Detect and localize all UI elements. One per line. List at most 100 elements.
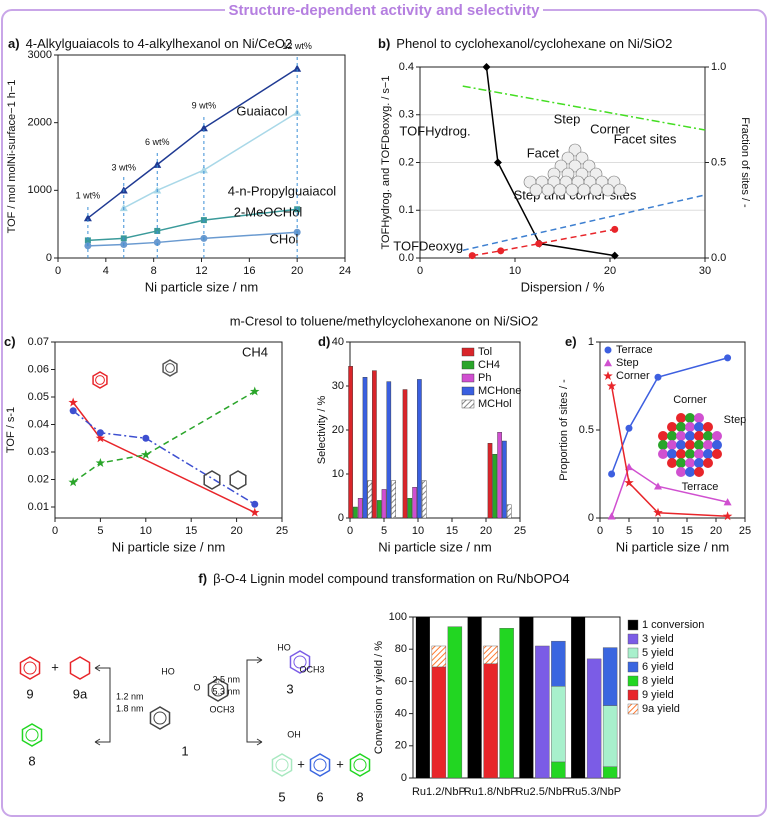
particle-atom	[541, 183, 555, 197]
ring-bond	[313, 758, 327, 772]
x-axis-label: Ni particle size / nm	[112, 539, 225, 554]
marker	[722, 511, 733, 521]
plus: +	[51, 659, 59, 674]
atom-label: O	[193, 682, 200, 692]
x-tick-label: 20	[480, 525, 492, 537]
y-axis-label: TOFHydrog. and TOFDeoxyg. / s−1	[380, 76, 392, 250]
bar	[362, 377, 368, 519]
particle-atom	[676, 467, 686, 477]
particle-atom	[676, 413, 686, 423]
panel-title: e)	[565, 334, 577, 349]
legend-label: Tol	[478, 346, 492, 358]
compound-label: 8	[356, 789, 363, 804]
ring	[149, 706, 171, 730]
ring	[69, 656, 91, 680]
marker	[653, 507, 663, 517]
marker	[95, 458, 106, 468]
particle-atom	[676, 422, 686, 432]
marker	[250, 507, 260, 517]
ring	[271, 753, 293, 777]
compound-label: 3	[286, 681, 293, 696]
legend-label: Ph	[478, 372, 491, 384]
legend-swatch	[627, 619, 639, 631]
x-tick-label: 10	[652, 525, 664, 537]
particle-atom	[685, 458, 695, 468]
x-tick-label: 0	[417, 265, 423, 277]
series-line	[610, 385, 728, 517]
marker	[153, 238, 161, 246]
legend-label: 9 yield	[642, 689, 674, 701]
banner-title: Structure-dependent activity and selecti…	[229, 2, 541, 19]
marker	[154, 227, 161, 234]
marker	[251, 500, 259, 508]
y-tick-label: 0	[338, 512, 344, 524]
annotation: Terrace	[682, 481, 719, 493]
series-label: CH4	[242, 344, 268, 359]
ring	[19, 656, 41, 680]
x-tick-label: 30	[699, 265, 711, 277]
particle-atom	[568, 159, 582, 173]
series-line	[610, 465, 728, 517]
condition: 2.5 nm	[212, 674, 240, 684]
condition: 5.3 nm	[212, 686, 240, 696]
particle-atom	[676, 431, 686, 441]
panel-label: b)	[378, 36, 390, 51]
compound-label: 6	[316, 789, 323, 804]
panel-label: f)	[198, 571, 207, 586]
y-tick-label: 0.04	[28, 418, 49, 430]
ring	[162, 359, 178, 377]
ring	[289, 650, 311, 674]
marker	[293, 64, 302, 72]
legend-swatch	[627, 633, 639, 645]
x-axis-label: Ni particle size / nm	[378, 539, 491, 554]
ring	[207, 678, 229, 702]
series-line	[72, 390, 256, 483]
particle-atom	[554, 159, 568, 173]
series-line	[123, 111, 298, 209]
bar-segment	[602, 647, 618, 706]
series-label: 2-MeOCHol	[234, 204, 303, 219]
bar	[391, 480, 396, 519]
x-axis-label: Ni particle size / nm	[145, 279, 258, 294]
marker	[607, 512, 616, 520]
x-tick-label: 24	[339, 265, 351, 277]
particle-atom	[676, 449, 686, 459]
panel-title: c)	[4, 334, 16, 349]
x-tick-label: 0	[52, 525, 58, 537]
bar-segment	[499, 628, 514, 779]
marker	[608, 470, 616, 478]
panel-title-text: β-O-4 Lignin model compound transformati…	[213, 571, 569, 586]
y-tick-label: 0.06	[28, 363, 49, 375]
y-tick-label: 100	[389, 611, 407, 623]
x-tick-label: Ru2.5/NbP	[515, 786, 569, 798]
legend-label: 1 conversion	[642, 619, 704, 631]
bar	[492, 454, 498, 519]
atom-label: OH	[287, 729, 301, 739]
legend-swatch	[461, 373, 475, 383]
legend-label: MCHone	[478, 385, 521, 397]
annotation: Step	[724, 414, 747, 426]
series-label: Guaiacol	[236, 103, 287, 118]
x-tick-label: 25	[276, 525, 288, 537]
marker	[497, 247, 505, 255]
legend-swatch	[627, 703, 639, 715]
ring-bond	[23, 661, 37, 675]
bar	[372, 370, 377, 519]
y-tick-label: 0.07	[28, 336, 49, 348]
marker	[724, 354, 732, 362]
particle-atom	[613, 183, 627, 197]
particle-atom	[601, 183, 615, 197]
particle-atom	[694, 449, 704, 459]
plus: +	[297, 756, 305, 771]
compound-label: 9a	[73, 686, 88, 701]
particle-atom	[667, 431, 677, 441]
particle-atom	[685, 449, 695, 459]
ring-bond	[95, 375, 105, 385]
annotation: 12 wt%	[282, 41, 312, 51]
ring	[92, 371, 108, 389]
particle-atom	[712, 449, 722, 459]
x-tick-label: 0	[597, 525, 603, 537]
series-line	[472, 228, 615, 257]
y-tick-label: 0.3	[399, 109, 414, 121]
bracket	[94, 664, 111, 746]
